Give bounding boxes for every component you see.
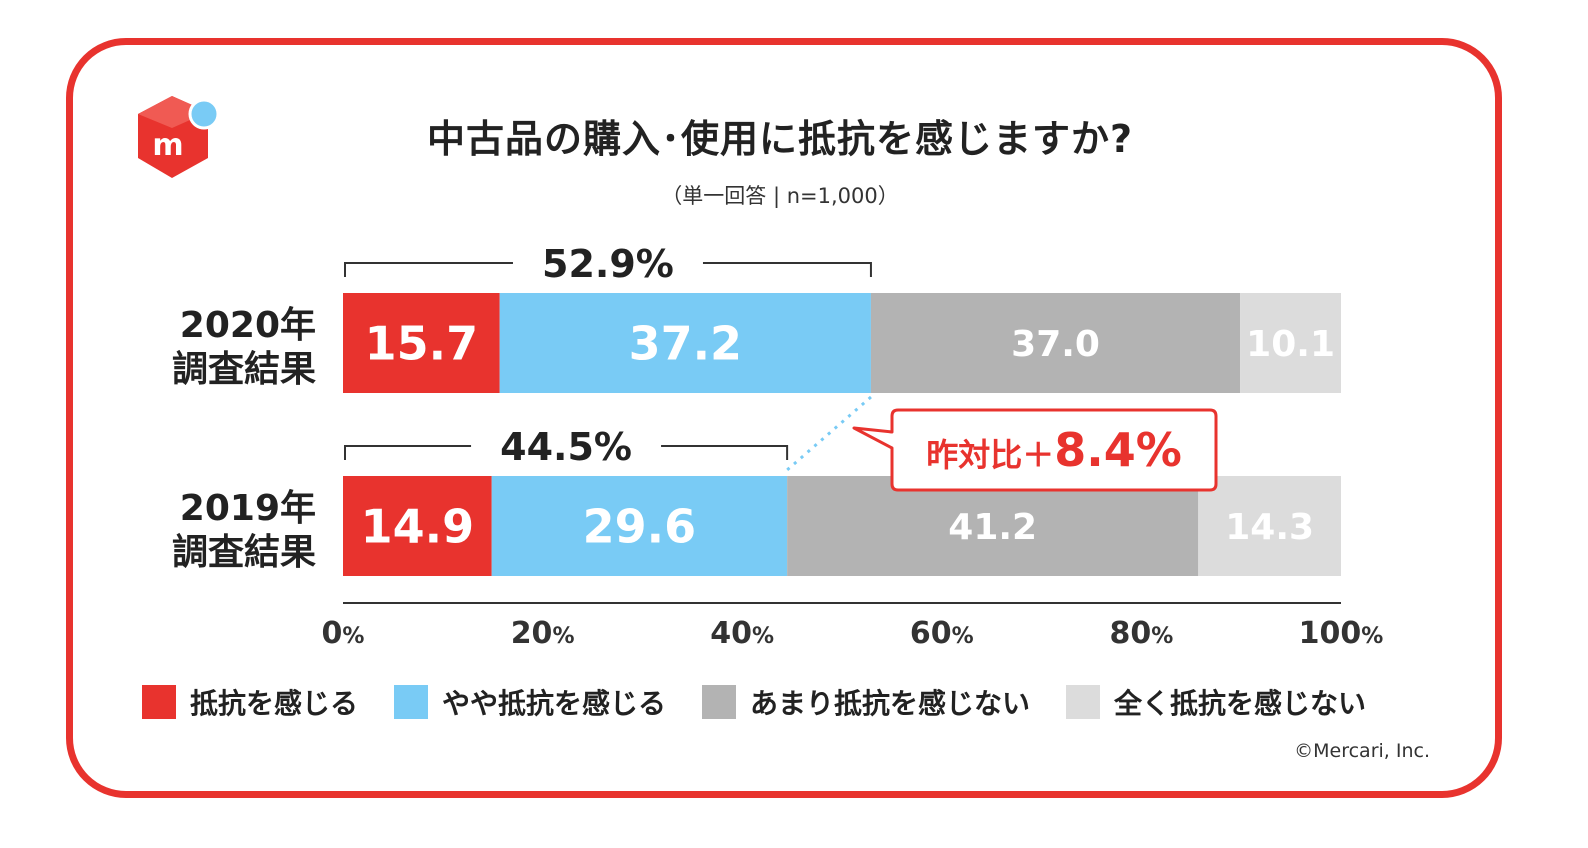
bar-segment (1198, 476, 1341, 576)
legend-swatch-not-at-all (1066, 685, 1101, 719)
copyright: ©Mercari, Inc. (1294, 740, 1430, 762)
bar-segment (343, 476, 492, 576)
bracket-line (344, 262, 513, 277)
bracket-line (702, 262, 872, 277)
data-label: 14.3 (1225, 507, 1314, 548)
legend-item-not-much: あまり抵抗を感じない (702, 682, 1030, 722)
bar-segment (1240, 293, 1341, 393)
legend-swatch-not-much (702, 685, 737, 719)
data-label: 29.6 (583, 500, 697, 554)
x-tick-label: 80% (1110, 616, 1174, 651)
x-tick-label: 0% (322, 616, 365, 651)
bracket-total-label: 52.9% (542, 242, 674, 286)
data-label: 37.0 (1011, 324, 1100, 365)
svg-text:m: m (152, 128, 183, 163)
legend-item-strong: 抵抗を感じる (142, 682, 358, 722)
bracket-total-label: 44.5% (500, 425, 632, 469)
legend-label: あまり抵抗を感じない (750, 687, 1031, 720)
data-label: 10.1 (1246, 324, 1335, 365)
bar-segment (787, 476, 1199, 576)
bar-segment (343, 293, 500, 393)
legend-label: やや抵抗を感じる (442, 687, 667, 720)
data-label: 14.9 (361, 500, 475, 554)
data-label: 41.2 (948, 507, 1037, 548)
bar-segment (499, 293, 871, 393)
bar-segment (491, 476, 788, 576)
legend-swatch-somewhat (394, 685, 429, 719)
legend: 抵抗を感じる やや抵抗を感じる あまり抵抗を感じない 全く抵抗を感じない (142, 682, 1402, 722)
mercari-logo-icon: m (138, 96, 220, 178)
data-label: 37.2 (629, 317, 743, 371)
data-label: 15.7 (365, 317, 479, 371)
legend-swatch-strong (142, 685, 176, 719)
legend-item-somewhat: やや抵抗を感じる (394, 682, 666, 722)
x-tick-label: 60% (910, 616, 974, 651)
category-label: 2019年 (180, 488, 316, 529)
category-label: 2020年 (180, 305, 316, 346)
callout-text: 昨対比＋8.4% (926, 423, 1182, 477)
category-label: 調査結果 (172, 349, 316, 390)
bracket-line (344, 445, 472, 460)
bracket-line (661, 445, 789, 460)
x-tick-label: 20% (511, 616, 575, 651)
callout-box (852, 408, 1218, 492)
chart-frame (66, 38, 1502, 798)
bar-segment (870, 293, 1241, 393)
connector-dotted-line (786, 395, 872, 472)
x-tick-label: 100% (1299, 616, 1384, 651)
chart-subtitle: （単一回答 | n=1,000） (661, 184, 899, 208)
chart-title: 中古品の購入･使用に抵抗を感じますか? (426, 117, 1134, 161)
legend-label: 全く抵抗を感じない (1114, 687, 1367, 720)
legend-item-not-at-all: 全く抵抗を感じない (1066, 682, 1366, 722)
legend-label: 抵抗を感じる (190, 687, 359, 720)
x-tick-label: 40% (710, 616, 774, 651)
category-label: 調査結果 (172, 532, 316, 573)
